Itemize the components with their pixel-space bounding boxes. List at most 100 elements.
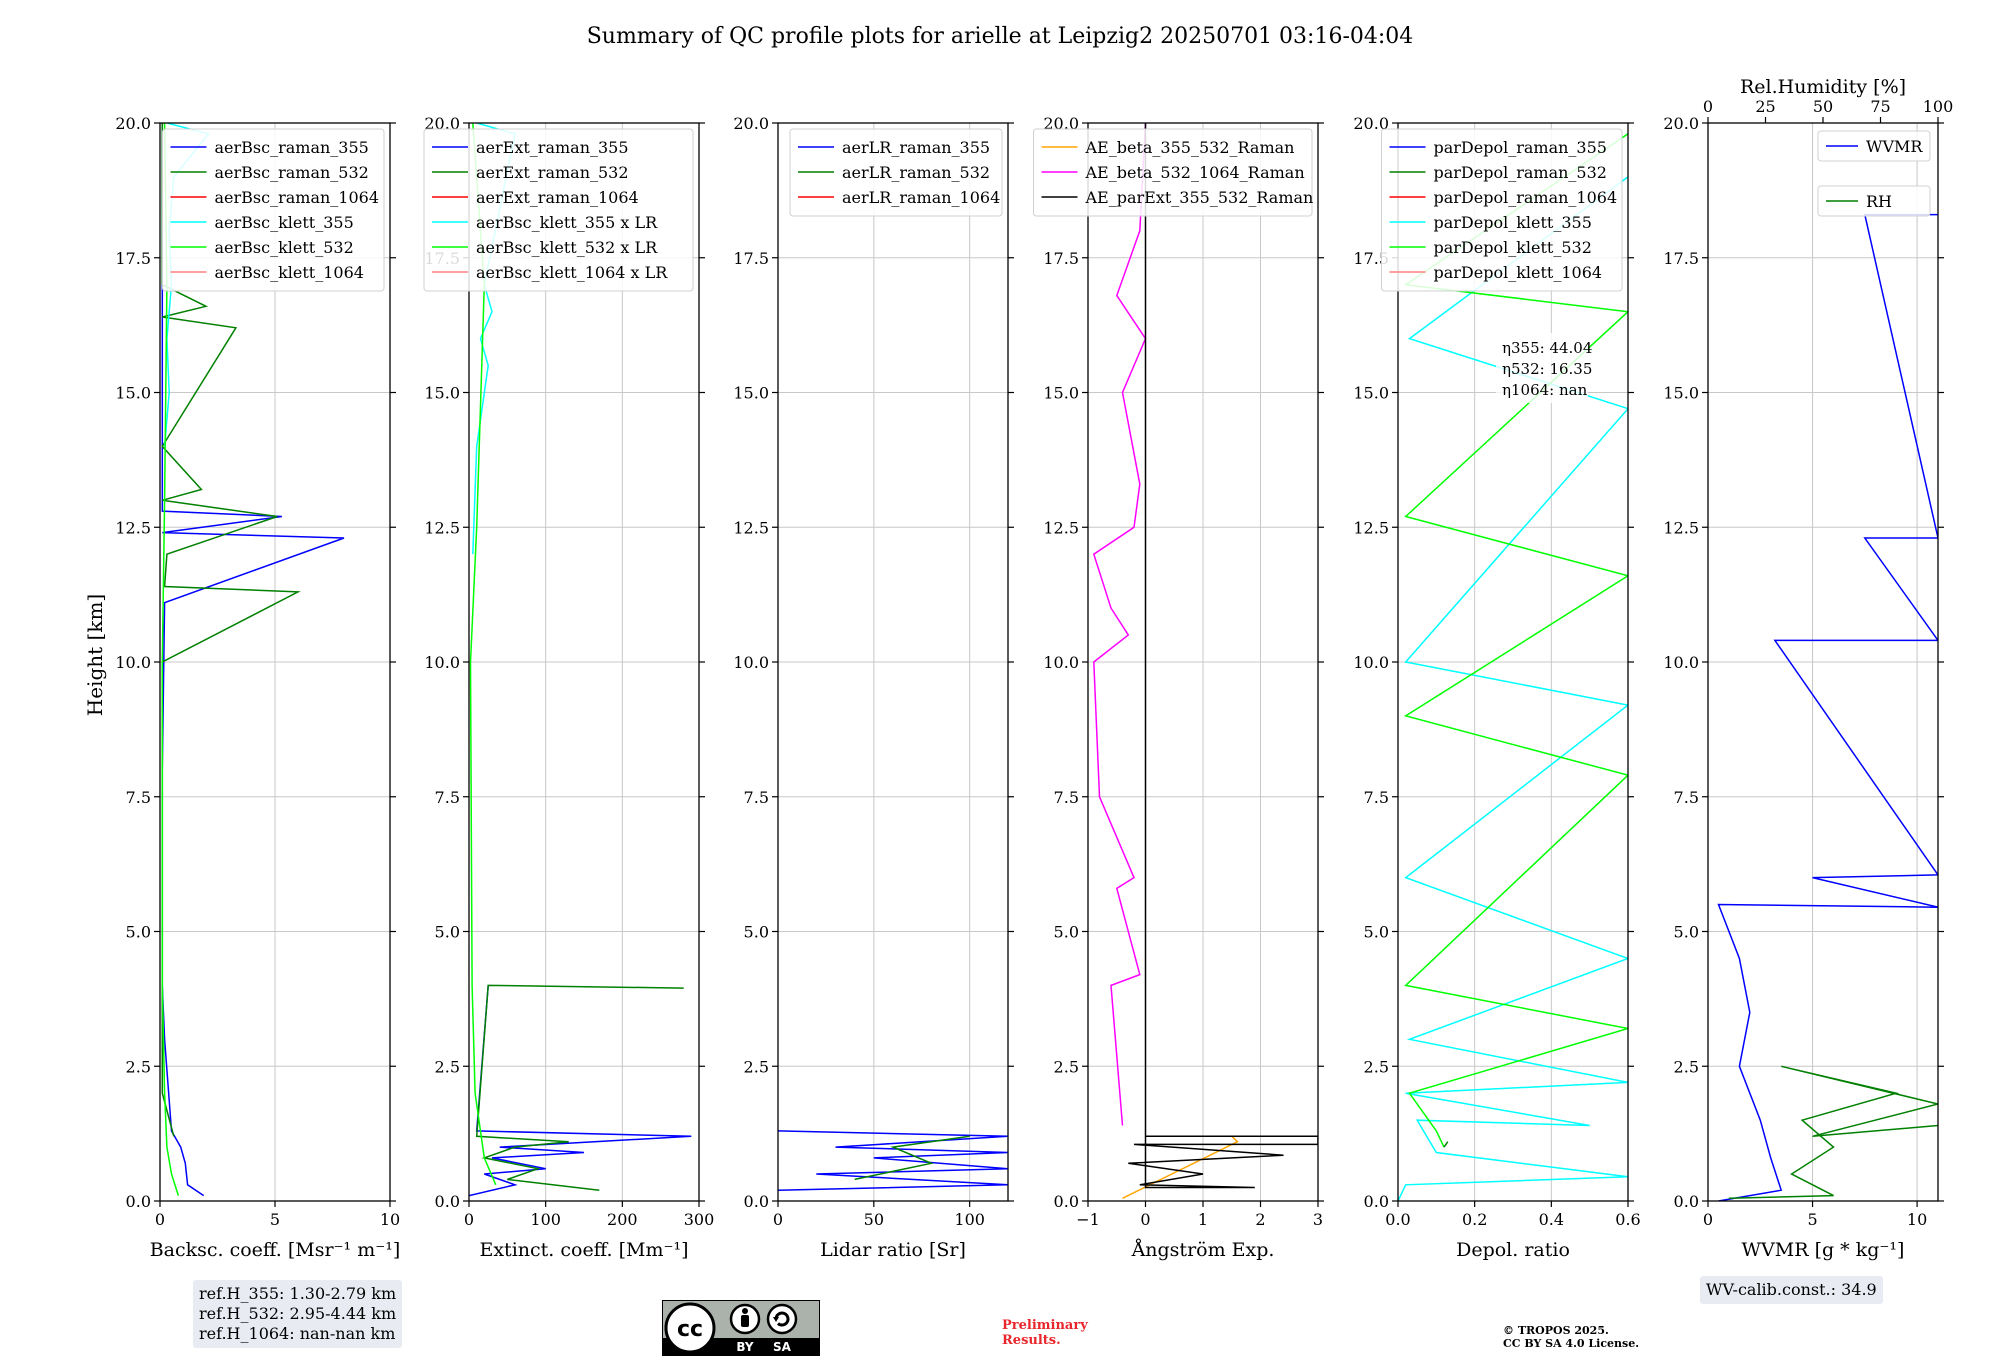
y-tick-label: 7.5 bbox=[1054, 788, 1079, 807]
top-axis-label: Rel.Humidity [%] bbox=[1740, 76, 1906, 98]
legend-box bbox=[423, 128, 694, 292]
figure-title: Summary of QC profile plots for arielle … bbox=[587, 24, 1414, 49]
legend-label: aerBsc_klett_1064 x LR bbox=[476, 263, 668, 282]
top-x-tick-label: 50 bbox=[1813, 97, 1833, 116]
x-tick-label: 100 bbox=[530, 1210, 561, 1229]
x-tick-label: 10 bbox=[380, 1210, 400, 1229]
y-tick-label: 20.0 bbox=[1043, 114, 1079, 133]
y-tick-label: 20.0 bbox=[733, 114, 769, 133]
y-tick-label: 12.5 bbox=[1663, 518, 1699, 537]
legend-box bbox=[1817, 130, 1931, 162]
cc-by-label: BY bbox=[736, 1340, 753, 1354]
x-tick-label: 5 bbox=[1807, 1210, 1817, 1229]
series-line-AE_beta_532_1064_Raman bbox=[1092, 123, 1147, 1126]
legend-label: parDepol_raman_532 bbox=[1434, 163, 1607, 182]
panels-group: 0.02.55.07.510.012.515.017.520.00 5 10Back… bbox=[115, 76, 1953, 1261]
x-tick-label: 0.4 bbox=[1539, 1210, 1564, 1229]
y-tick-label: 10.0 bbox=[1663, 653, 1699, 672]
y-tick-label: 10.0 bbox=[1043, 653, 1079, 672]
y-tick-label: 2.5 bbox=[1364, 1057, 1389, 1076]
y-tick-label: 15.0 bbox=[424, 384, 460, 403]
y-tick-label: 17.5 bbox=[1353, 249, 1389, 268]
legend-label: aerExt_raman_1064 bbox=[476, 188, 639, 207]
y-tick-label: 12.5 bbox=[1043, 518, 1079, 537]
x-tick-label: 0 bbox=[773, 1210, 783, 1229]
y-tick-label: 17.5 bbox=[733, 249, 769, 268]
series-group bbox=[1092, 123, 1318, 1199]
legend-label: AE_beta_532_1064_Raman bbox=[1085, 163, 1305, 182]
y-tick-label: 2.5 bbox=[744, 1057, 769, 1076]
y-tick-label: 5.0 bbox=[126, 923, 151, 942]
x-tick-label: 100 bbox=[954, 1210, 985, 1229]
x-tick-label: 50 bbox=[864, 1210, 884, 1229]
legend-label: aerLR_raman_355 bbox=[842, 138, 990, 157]
legend-label: aerBsc_klett_532 bbox=[215, 238, 354, 257]
legend-label: parDepol_klett_1064 bbox=[1434, 263, 1603, 282]
x-tick-label: 2 bbox=[1255, 1210, 1265, 1229]
cc-icon: cc bbox=[677, 1317, 703, 1342]
y-tick-label: 7.5 bbox=[435, 788, 460, 807]
series-line-aerLR_raman_532 bbox=[854, 1135, 970, 1181]
legend-box bbox=[1381, 128, 1623, 292]
legend-label: AE_beta_355_532_Raman bbox=[1085, 138, 1295, 157]
y-tick-label: 15.0 bbox=[1353, 384, 1389, 403]
x-axis-label: Ångström Exp. bbox=[1131, 1239, 1275, 1261]
x-axis-label: Lidar ratio [Sr] bbox=[820, 1239, 966, 1261]
legend-label: aerBsc_klett_355 bbox=[215, 213, 354, 232]
y-tick-label: 7.5 bbox=[1364, 788, 1389, 807]
legend-label: aerBsc_raman_532 bbox=[215, 163, 369, 182]
wv-calib-box: WV-calib.const.: 34.9 bbox=[1700, 1276, 1883, 1304]
x-tick-label: 0.0 bbox=[1385, 1210, 1410, 1229]
top-x-tick-label: 100 bbox=[1923, 97, 1954, 116]
legend-label: parDepol_klett_355 bbox=[1434, 213, 1592, 232]
series-group bbox=[1717, 213, 1938, 1201]
y-tick-label: 7.5 bbox=[744, 788, 769, 807]
x-tick-label: 1 bbox=[1198, 1210, 1208, 1229]
ref-heights-box: ref.H_355: 1.30-2.79 km ref.H_532: 2.95-… bbox=[193, 1280, 403, 1348]
y-tick-label: 5.0 bbox=[744, 923, 769, 942]
legend-box bbox=[1817, 185, 1931, 217]
legend-label: parDepol_klett_532 bbox=[1434, 238, 1592, 257]
y-tick-label: 17.5 bbox=[1043, 249, 1079, 268]
y-tick-label: 2.5 bbox=[1054, 1057, 1079, 1076]
legend-label: RH bbox=[1866, 192, 1892, 211]
series-group bbox=[1398, 133, 1628, 1201]
y-tick-label: 15.0 bbox=[733, 384, 769, 403]
x-tick-label: 5 bbox=[270, 1210, 280, 1229]
y-tick-label: 12.5 bbox=[733, 518, 769, 537]
panel-3: 0.0 2.5 5.0 7.5 10.0 12.5 15.0 17.5 20.0 0 50 100 Li… bbox=[733, 114, 1014, 1261]
ref-height-355: ref.H_355: 1.30-2.79 km bbox=[199, 1284, 397, 1303]
y-tick-label: 12.5 bbox=[424, 518, 460, 537]
series-line-AE_beta_355_532_Raman bbox=[1122, 1135, 1239, 1199]
series-line-aerLR_raman_355 bbox=[778, 1130, 1008, 1191]
x-tick-label: −1 bbox=[1076, 1210, 1100, 1229]
y-tick-label: 5.0 bbox=[1054, 923, 1079, 942]
y-tick-label: 17.5 bbox=[115, 249, 151, 268]
x-axis-label: WVMR [g * kg⁻¹] bbox=[1742, 1239, 1905, 1261]
panel-6: 0.02.55.07.510.012.515.017.520.00 5 10WVMR… bbox=[1663, 76, 1953, 1261]
ref-height-532: ref.H_532: 2.95-4.44 km bbox=[199, 1304, 397, 1323]
y-tick-label: 2.5 bbox=[126, 1057, 151, 1076]
y-tick-label: 5.0 bbox=[1674, 923, 1699, 942]
series-group bbox=[778, 1130, 1008, 1191]
y-tick-label: 0.0 bbox=[126, 1192, 151, 1211]
x-tick-label: 0 bbox=[1703, 1210, 1713, 1229]
copyright-line-1: © TROPOS 2025. bbox=[1503, 1324, 1609, 1337]
y-tick-label: 0.0 bbox=[1674, 1192, 1699, 1211]
preliminary-line-2: Results. bbox=[1002, 1333, 1061, 1348]
x-axis-label: Depol. ratio bbox=[1456, 1239, 1570, 1261]
depol-annotation-line: η532: 16.35 bbox=[1502, 360, 1592, 378]
legend-label: AE_parExt_355_532_Raman bbox=[1085, 188, 1314, 207]
x-tick-label: 0.6 bbox=[1615, 1210, 1640, 1229]
legend-label: aerBsc_klett_1064 bbox=[215, 263, 364, 282]
series-line-WVMR bbox=[1717, 213, 1938, 1201]
x-tick-label: 0.2 bbox=[1462, 1210, 1487, 1229]
x-tick-label: 0 bbox=[155, 1210, 165, 1229]
series-line-aerBsc_klett_532 x LR bbox=[469, 123, 497, 1186]
y-tick-label: 12.5 bbox=[115, 518, 151, 537]
top-x-tick-label: 75 bbox=[1870, 97, 1890, 116]
y-tick-label: 12.5 bbox=[1353, 518, 1389, 537]
legend-label: aerBsc_raman_1064 bbox=[215, 188, 380, 207]
depol-annotation-line: η1064: nan bbox=[1502, 381, 1588, 399]
